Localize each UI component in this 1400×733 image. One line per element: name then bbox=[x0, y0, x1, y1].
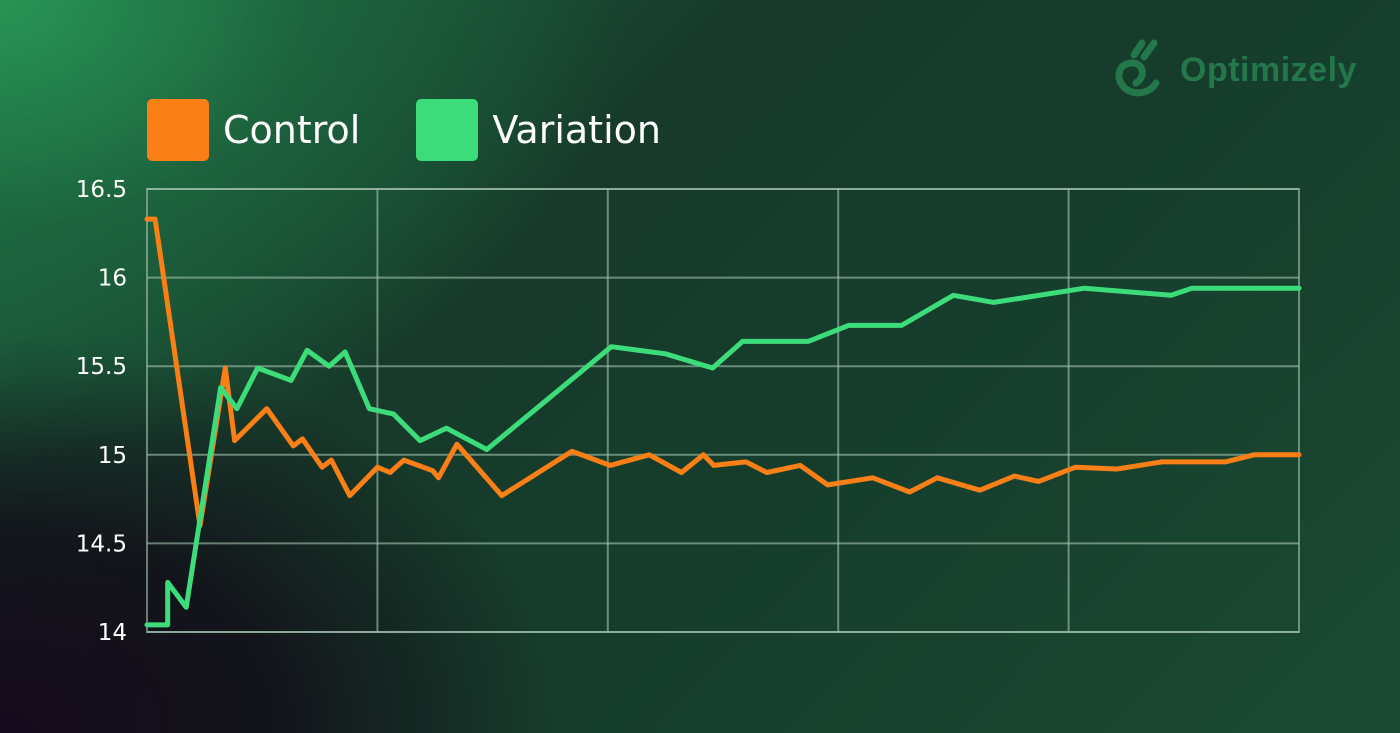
legend-item-control: Control bbox=[147, 99, 360, 161]
series-line-control bbox=[144, 216, 1302, 529]
legend-label-variation: Variation bbox=[492, 108, 661, 152]
brand-logo: Optimizely bbox=[1108, 38, 1357, 102]
plot-frame bbox=[146, 188, 1300, 633]
legend-label-control: Control bbox=[223, 108, 361, 152]
chart-legend: Control Variation bbox=[147, 99, 717, 161]
brand-name: Optimizely bbox=[1180, 50, 1357, 89]
series-line-variation bbox=[144, 285, 1302, 628]
chart-series bbox=[144, 216, 1302, 628]
y-tick-label: 14.5 bbox=[76, 531, 127, 557]
legend-item-variation: Variation bbox=[416, 99, 661, 161]
legend-swatch-control bbox=[147, 99, 209, 161]
optimizely-logo-icon bbox=[1115, 39, 1160, 97]
chart-grid bbox=[146, 188, 1300, 633]
y-tick-label: 15 bbox=[98, 443, 127, 469]
y-tick-label: 14 bbox=[98, 620, 127, 646]
y-tick-label: 16 bbox=[98, 266, 127, 292]
y-tick-label: 16.5 bbox=[76, 177, 127, 203]
y-tick-label: 15.5 bbox=[76, 354, 127, 380]
legend-swatch-variation bbox=[416, 99, 479, 161]
y-axis-ticks: 14 14.5 15 15.5 16 16.5 bbox=[76, 177, 127, 646]
